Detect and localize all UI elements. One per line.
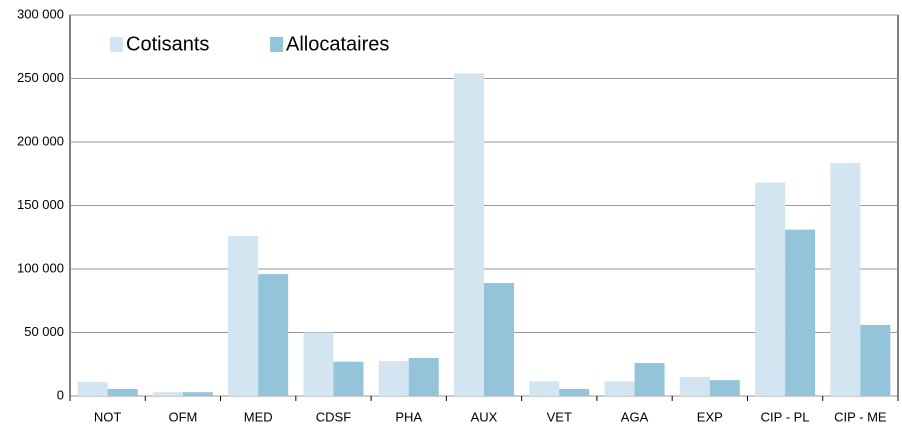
x-tick-label: AUX (471, 409, 498, 424)
legend-label: Allocataires (286, 33, 389, 55)
x-tick-label: OFM (168, 409, 197, 424)
y-tick-label: 200 000 (17, 133, 64, 148)
bar (604, 381, 635, 396)
x-tick-label: PHA (395, 409, 422, 424)
bar (408, 357, 439, 396)
y-tick-label: 0 (57, 387, 64, 402)
bar (860, 324, 891, 396)
bar (679, 376, 710, 396)
x-tick-label: VET (547, 409, 572, 424)
bar (830, 162, 861, 396)
bar (785, 229, 816, 396)
x-tick-label: NOT (94, 409, 122, 424)
legend-label: Cotisants (126, 33, 209, 55)
y-tick-label: 150 000 (17, 197, 64, 212)
bar (529, 381, 560, 396)
bar (484, 282, 514, 396)
x-tick-label: EXP (697, 409, 723, 424)
bar (228, 235, 259, 396)
bar (107, 389, 138, 396)
legend-swatch (110, 37, 123, 52)
x-tick-label: CDSF (316, 409, 351, 424)
bar (634, 362, 665, 396)
bar (182, 392, 213, 396)
y-tick-label: 50 000 (24, 324, 64, 339)
x-tick-label: CIP - PL (761, 409, 810, 424)
bar (378, 361, 409, 396)
y-tick-label: 250 000 (17, 70, 64, 85)
bar (333, 361, 364, 396)
x-tick-label: MED (244, 409, 273, 424)
bar (303, 332, 334, 396)
legend-swatch (270, 37, 283, 52)
bar (559, 389, 590, 396)
y-tick-label: 100 000 (17, 260, 64, 275)
y-tick-label: 300 000 (17, 6, 64, 21)
bar (454, 73, 484, 397)
x-tick-label: AGA (621, 409, 649, 424)
bar (258, 274, 289, 396)
bar (77, 382, 108, 396)
bar (152, 392, 183, 396)
x-tick-label: CIP - ME (834, 409, 887, 424)
bar (755, 182, 786, 396)
bar (709, 380, 740, 396)
